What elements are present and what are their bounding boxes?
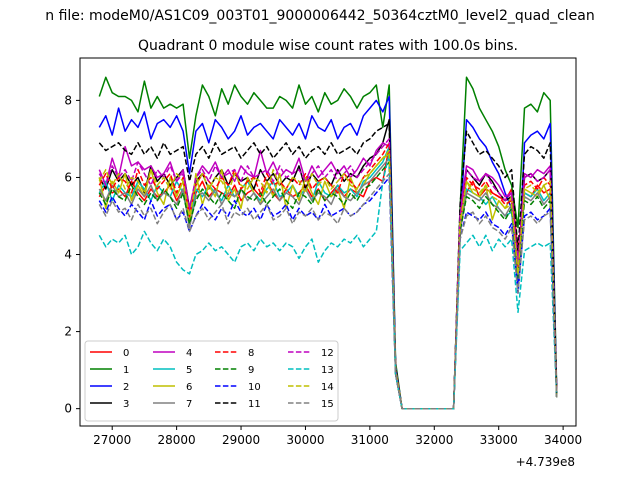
legend-label-13: 13 [321,365,334,376]
legend-frame [84,340,339,422]
series-line-13 [98,153,558,410]
x-tick-label: 31000 [351,433,389,447]
x-tick-label: 29000 [222,433,260,447]
legend-label-1: 1 [123,365,129,376]
legend-label-14: 14 [321,382,334,393]
series-line-2 [98,95,558,410]
series-line-11 [98,122,558,410]
y-tick-label: 0 [64,402,72,416]
x-tick-label: 30000 [286,433,324,447]
legend-label-8: 8 [248,348,254,359]
legend-label-5: 5 [186,365,192,376]
legend-label-7: 7 [186,399,192,410]
plot-frame [79,57,577,427]
series-line-5 [98,145,558,410]
legend-label-4: 4 [186,348,192,359]
y-tick-label: 4 [64,248,72,262]
legend-label-3: 3 [123,399,129,410]
x-tick-label: 27000 [93,433,131,447]
series-line-14 [98,149,558,410]
series-line-8 [98,142,558,410]
legend-label-2: 2 [123,382,129,393]
legend-label-6: 6 [186,382,192,393]
series-line-15 [98,172,558,410]
legend-label-0: 0 [123,348,129,359]
x-tick-label: 28000 [158,433,196,447]
legend-label-10: 10 [248,382,261,393]
y-tick-label: 2 [64,325,72,339]
series-line-10 [98,176,558,410]
series-line-12 [98,138,558,410]
series-line-1 [98,76,558,410]
x-axis: 27000 28000 29000 30000 31000 32000 33000 34000 [93,426,582,447]
series-line-9 [98,161,558,410]
x-tick-label: 32000 [415,433,453,447]
series-layer [98,76,558,410]
series-line-7 [98,157,558,410]
x-tick-label: 33000 [480,433,518,447]
legend-label-12: 12 [321,348,334,359]
x-offset-label: +4.739e8 [516,455,575,469]
x-tick-label: 34000 [544,433,582,447]
legend-label-11: 11 [248,399,261,410]
chart-title: Quadrant 0 module wise count rates with … [138,38,518,54]
legend-label-15: 15 [321,399,334,410]
series-line-6 [98,153,558,410]
y-axis: 0 2 4 6 8 [64,93,80,416]
y-tick-label: 6 [64,170,72,184]
figure-suptitle: n file: modeM0/AS1C09_003T01_9000006442_… [45,8,594,24]
y-tick-label: 8 [64,93,72,107]
legend-label-9: 9 [248,365,254,376]
